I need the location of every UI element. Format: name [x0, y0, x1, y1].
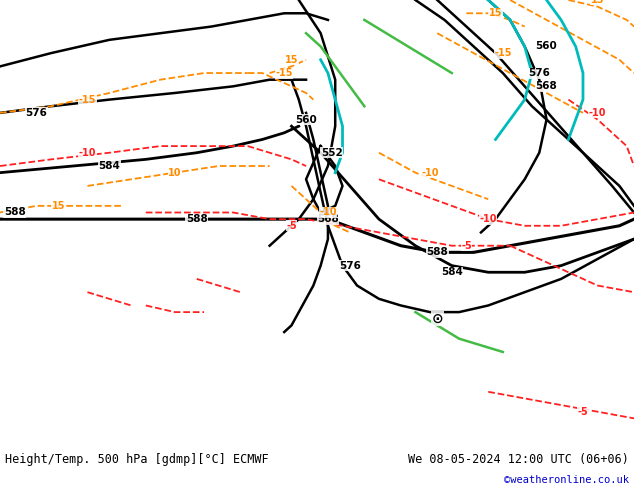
Text: 560: 560 — [536, 42, 557, 51]
Text: 15: 15 — [51, 201, 65, 211]
Text: 10: 10 — [168, 168, 182, 178]
Text: 576: 576 — [528, 68, 550, 78]
Text: -10: -10 — [421, 168, 439, 178]
Text: ⊙: ⊙ — [431, 312, 443, 326]
Text: -15: -15 — [79, 95, 96, 104]
Text: -5: -5 — [286, 221, 297, 231]
Text: -15: -15 — [494, 48, 512, 58]
Text: Height/Temp. 500 hPa [gdmp][°C] ECMWF: Height/Temp. 500 hPa [gdmp][°C] ECMWF — [5, 453, 269, 466]
Text: -5: -5 — [578, 407, 588, 416]
Text: 552: 552 — [321, 147, 342, 158]
Text: 584: 584 — [98, 161, 120, 171]
Text: -10: -10 — [479, 214, 497, 224]
Text: -10: -10 — [79, 147, 96, 158]
Text: -15: -15 — [275, 68, 293, 78]
Text: -10: -10 — [319, 207, 337, 218]
Text: 560: 560 — [295, 115, 317, 124]
Text: 15: 15 — [591, 0, 604, 5]
Text: -5: -5 — [461, 241, 472, 251]
Text: 588: 588 — [4, 207, 25, 218]
Text: We 08-05-2024 12:00 UTC (06+06): We 08-05-2024 12:00 UTC (06+06) — [408, 453, 629, 466]
Text: 15: 15 — [489, 8, 502, 18]
Text: 588: 588 — [427, 247, 448, 257]
Text: -10: -10 — [589, 108, 606, 118]
Text: 588: 588 — [186, 214, 207, 224]
Text: 584: 584 — [441, 267, 463, 277]
Text: 576: 576 — [25, 108, 48, 118]
Text: ©weatheronline.co.uk: ©weatheronline.co.uk — [504, 475, 629, 485]
Text: 568: 568 — [536, 81, 557, 91]
Text: 568: 568 — [317, 214, 339, 224]
Text: 15: 15 — [285, 55, 298, 65]
Text: 576: 576 — [339, 261, 361, 270]
